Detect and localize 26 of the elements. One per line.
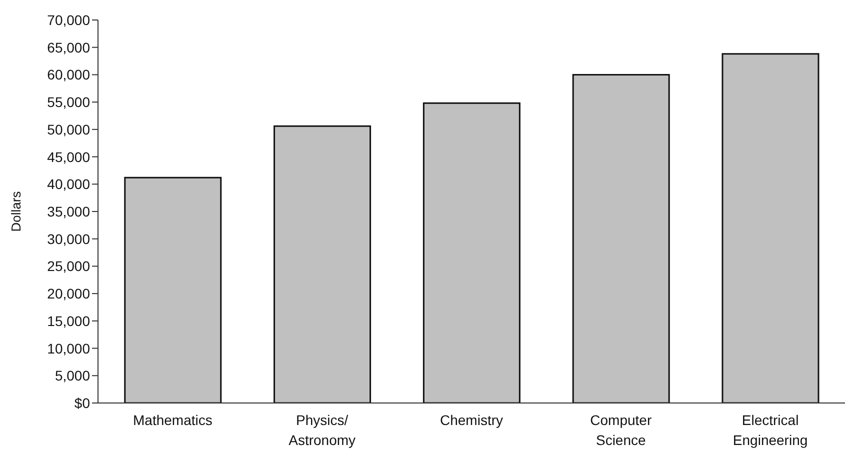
x-tick-label: Electrical Engineering [732,412,808,448]
y-tick-label: 20,000 [47,286,90,302]
y-tick-label: 30,000 [47,230,90,247]
bar [124,176,222,403]
bar [274,125,372,403]
y-tick-label: 65,000 [47,39,90,56]
y-tick-label: 10,000 [47,340,90,356]
y-tick-label: 25,000 [47,258,90,274]
bar [572,74,670,403]
y-axis-title: Dollars [8,190,24,232]
x-tick-label: Chemistry [440,412,504,428]
y-tick-label: 35,000 [47,203,90,220]
x-tick-label: Physics/ Astronomy [288,412,356,448]
y-tick-label: 45,000 [47,148,90,165]
y-tick-label: $0 [74,394,90,411]
y-tick-label: 15,000 [47,312,90,329]
x-tick-label: Computer Science [590,412,652,448]
y-tick-label: 5,000 [54,368,90,384]
y-tick-label: 50,000 [47,121,90,138]
bar [722,53,820,403]
y-tick-label: 60,000 [47,66,90,83]
y-tick-label: 70,000 [47,12,90,28]
y-tick-label: 55,000 [47,94,90,110]
y-tick-label: 40,000 [47,176,90,192]
bar [422,102,520,403]
x-tick-label: Mathematics [133,412,212,428]
